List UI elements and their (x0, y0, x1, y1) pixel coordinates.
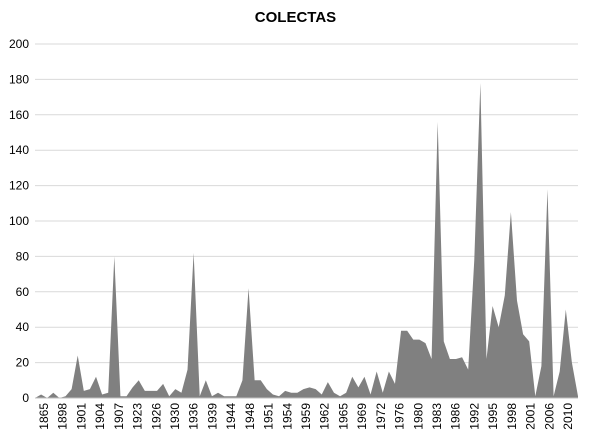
x-tick-label-1901: 1901 (74, 403, 88, 430)
x-tick-label-1951: 1951 (262, 403, 276, 430)
x-tick-label-1992: 1992 (467, 403, 481, 430)
y-tick-label-60: 60 (16, 285, 30, 299)
x-tick-label-1954: 1954 (280, 403, 294, 430)
x-tick-label-1980: 1980 (411, 403, 425, 430)
y-tick-label-140: 140 (9, 143, 29, 157)
gridlines (35, 43, 578, 364)
x-tick-label-1976: 1976 (393, 403, 407, 430)
series-area (35, 82, 578, 398)
y-tick-label-100: 100 (9, 214, 29, 228)
x-tick-label-1944: 1944 (224, 403, 238, 430)
x-tick-label-1986: 1986 (449, 403, 463, 430)
y-axis-tick-labels: 0 20 40 60 80 100 120 140 160 180 200 (9, 37, 29, 405)
y-tick-label-180: 180 (9, 72, 29, 86)
x-tick-label-1965: 1965 (336, 403, 350, 430)
x-tick-label-1969: 1969 (355, 403, 369, 430)
x-tick-label-1995: 1995 (486, 403, 500, 430)
x-tick-label-1972: 1972 (374, 403, 388, 430)
x-tick-label-2010: 2010 (561, 403, 575, 430)
x-tick-label-1930: 1930 (168, 403, 182, 430)
x-tick-label-1959: 1959 (299, 403, 313, 430)
x-tick-label-1939: 1939 (205, 403, 219, 430)
x-tick-label-2001: 2001 (524, 403, 538, 430)
x-tick-label-1998: 1998 (505, 403, 519, 430)
x-tick-label-1948: 1948 (243, 403, 257, 430)
x-tick-label-1904: 1904 (93, 403, 107, 430)
y-tick-label-80: 80 (16, 249, 30, 263)
y-tick-label-200: 200 (9, 37, 29, 51)
x-tick-label-1926: 1926 (149, 403, 163, 430)
y-tick-label-40: 40 (16, 320, 30, 334)
y-tick-label-20: 20 (16, 356, 30, 370)
x-tick-label-1907: 1907 (112, 403, 126, 430)
x-tick-label-1898: 1898 (56, 403, 70, 430)
x-tick-label-1923: 1923 (131, 403, 145, 430)
y-tick-label-120: 120 (9, 179, 29, 193)
chart-title: COLECTAS (254, 9, 337, 26)
x-tick-label-1983: 1983 (430, 403, 444, 430)
x-tick-label-1962: 1962 (318, 403, 332, 430)
y-tick-label-160: 160 (9, 108, 29, 122)
plot-area (35, 82, 578, 398)
x-tick-label-1936: 1936 (187, 403, 201, 430)
y-tick-label-0: 0 (22, 391, 29, 405)
x-axis-tick-labels: 1865 1898 1901 1904 1907 1923 1926 1930 1936 1939… (37, 403, 575, 430)
x-tick-label-2006: 2006 (542, 403, 556, 430)
x-tick-label-1865: 1865 (37, 403, 51, 430)
